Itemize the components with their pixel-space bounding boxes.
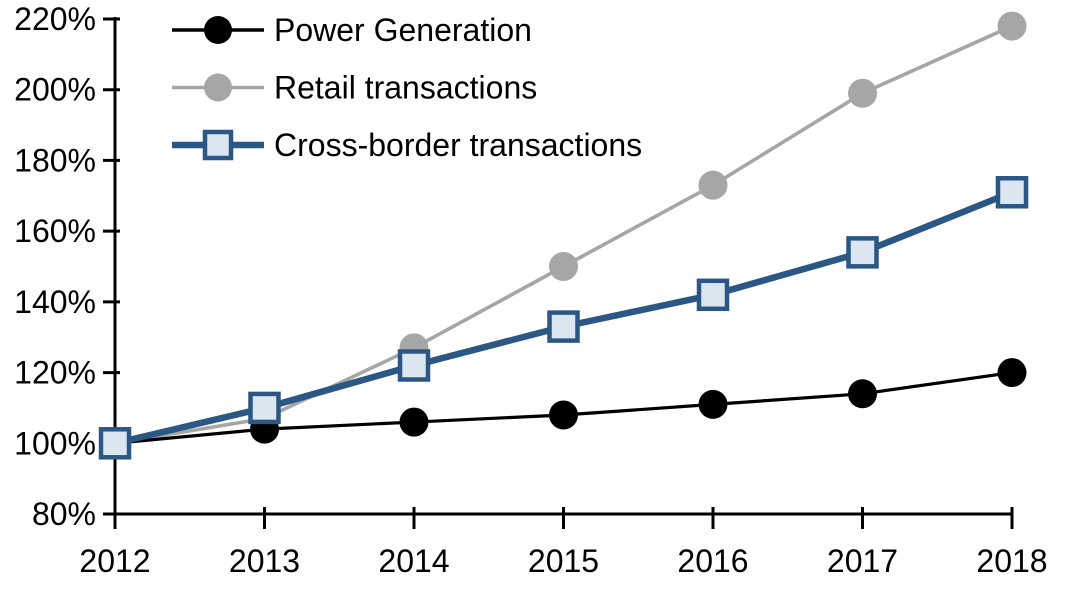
data-point <box>698 389 728 419</box>
data-point <box>98 427 132 460</box>
data-point <box>846 236 879 269</box>
x-axis-tick-label: 2013 <box>229 543 300 579</box>
data-point <box>848 379 877 409</box>
y-axis-tick-label: 140% <box>14 284 96 320</box>
data-point <box>698 170 728 200</box>
data-point <box>997 358 1027 388</box>
data-point <box>997 11 1027 41</box>
x-axis-tick-label: 2014 <box>378 543 449 579</box>
data-point <box>696 278 730 312</box>
y-axis-tick-label: 180% <box>14 142 96 178</box>
legend-circle-marker-icon <box>204 73 232 102</box>
data-point <box>547 310 580 343</box>
data-point <box>397 349 431 382</box>
legend-label: Power Generation <box>274 12 532 48</box>
legend-label: Retail transactions <box>274 70 537 106</box>
x-axis-tick-label: 2016 <box>677 543 748 579</box>
x-axis-tick-label: 2015 <box>528 543 599 579</box>
y-axis-tick-label: 120% <box>14 355 96 391</box>
x-axis-tick-label: 2017 <box>827 543 898 579</box>
data-point <box>995 176 1029 209</box>
x-axis-tick-label: 2018 <box>976 543 1047 579</box>
legend-item: Power Generation <box>172 12 532 48</box>
y-axis-tick-label: 100% <box>14 425 96 461</box>
legend-item: Cross-border transactions <box>172 127 642 163</box>
legend-item: Retail transactions <box>172 70 537 106</box>
y-axis-tick-label: 80% <box>32 496 96 532</box>
y-axis-tick-label: 200% <box>14 72 96 108</box>
y-axis-tick-label: 160% <box>14 213 96 249</box>
data-point <box>848 78 877 108</box>
legend-label: Cross-border transactions <box>274 127 642 163</box>
data-point <box>549 252 578 281</box>
data-point <box>399 407 429 437</box>
legend-square-marker-icon <box>202 129 234 161</box>
data-point <box>549 400 578 430</box>
legend-circle-marker-icon <box>204 16 232 44</box>
x-axis-tick-label: 2012 <box>79 543 150 579</box>
data-point <box>248 391 281 425</box>
y-axis-tick-label: 220% <box>14 1 96 37</box>
